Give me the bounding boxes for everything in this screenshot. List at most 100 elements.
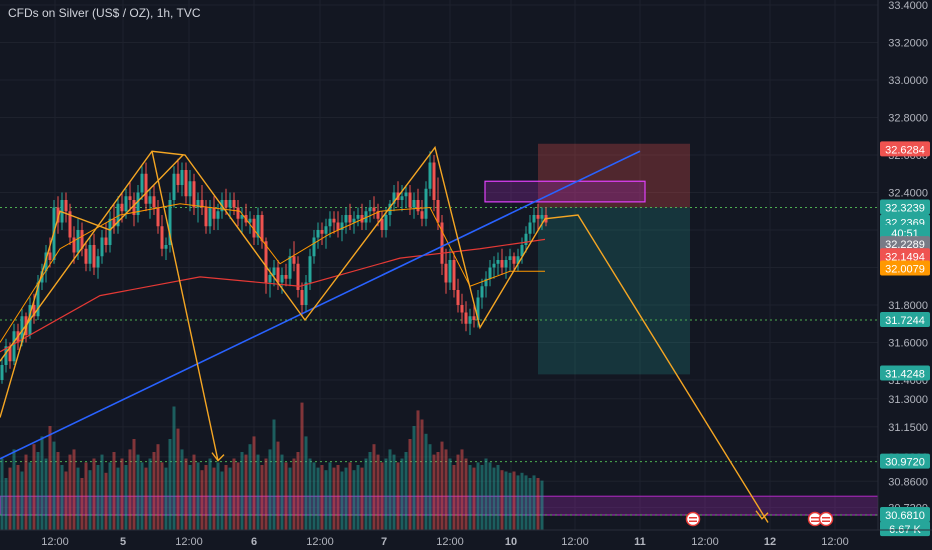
volume-bar bbox=[296, 452, 300, 530]
volume-bar bbox=[16, 465, 20, 530]
time-tick-label: 12:00 bbox=[821, 536, 849, 548]
candle-body bbox=[200, 200, 204, 208]
volume-bar bbox=[108, 462, 112, 530]
volume-bar bbox=[56, 452, 60, 530]
candle-body bbox=[372, 207, 376, 212]
price-label-bg bbox=[880, 453, 930, 469]
candle-body bbox=[128, 196, 132, 200]
volume-bar bbox=[304, 436, 308, 530]
candle-body bbox=[412, 200, 416, 208]
volume-bar bbox=[72, 449, 76, 530]
volume-bar bbox=[476, 462, 480, 530]
candle-body bbox=[292, 256, 296, 264]
volume-bar bbox=[408, 439, 412, 530]
take-profit-zone bbox=[538, 207, 690, 375]
candle-body bbox=[152, 196, 156, 208]
candle-body bbox=[508, 256, 512, 260]
volume-bar bbox=[200, 470, 204, 530]
candle-body bbox=[432, 162, 436, 200]
price-label-bg bbox=[880, 521, 930, 537]
candle-body bbox=[492, 263, 496, 268]
candle-body bbox=[56, 207, 60, 223]
volume-bar bbox=[496, 465, 500, 530]
price-label: 31.4248 bbox=[885, 368, 925, 380]
price-label: 32.2289 bbox=[885, 239, 925, 251]
candle-body bbox=[240, 215, 244, 219]
candle-body bbox=[132, 200, 136, 215]
volume-bar bbox=[164, 467, 168, 530]
candle-body bbox=[80, 230, 84, 249]
time-tick-label: 5 bbox=[120, 536, 126, 548]
volume-bar bbox=[332, 467, 336, 530]
moving-averages bbox=[0, 203, 546, 353]
volume-bar bbox=[24, 454, 28, 530]
volume-bar bbox=[404, 452, 408, 530]
volume-bar bbox=[352, 470, 356, 530]
volume-bar bbox=[448, 458, 452, 530]
candle-body bbox=[320, 230, 324, 234]
volume-bar bbox=[344, 467, 348, 530]
price-label-bg bbox=[880, 312, 930, 327]
volume-bar bbox=[152, 452, 156, 530]
price-tick-label: 31.6000 bbox=[888, 338, 928, 350]
volume-bar bbox=[160, 462, 164, 530]
volume-bar bbox=[532, 475, 536, 530]
candle-body bbox=[108, 218, 112, 245]
volume-bar bbox=[368, 452, 372, 530]
candle-body bbox=[380, 218, 384, 230]
pattern-path bbox=[0, 145, 769, 523]
time-tick-label: 7 bbox=[381, 536, 387, 548]
time-tick-label: 12:00 bbox=[306, 536, 334, 548]
time-tick-label: 12:00 bbox=[691, 536, 719, 548]
volume-bar bbox=[292, 458, 296, 530]
candle-body bbox=[144, 173, 148, 204]
price-label: 32.1494 bbox=[885, 251, 925, 263]
price-tick-label: 31.3000 bbox=[888, 394, 928, 406]
volume-bar bbox=[272, 419, 276, 530]
pattern-leg bbox=[0, 154, 184, 418]
us-flag-icon bbox=[818, 511, 834, 527]
resistance-box bbox=[484, 180, 646, 203]
volume-bar bbox=[188, 465, 192, 530]
volume-bar bbox=[48, 426, 52, 530]
volume-bar bbox=[316, 467, 320, 530]
candle-body bbox=[84, 248, 88, 264]
volume-bar bbox=[416, 410, 420, 530]
volume-bar bbox=[184, 458, 188, 530]
candle-body bbox=[324, 226, 328, 234]
volume-bar bbox=[300, 402, 304, 530]
candle-body bbox=[468, 316, 472, 324]
candle-body bbox=[336, 222, 340, 230]
volume-bar bbox=[452, 465, 456, 530]
candle-body bbox=[364, 211, 368, 223]
candle-body bbox=[140, 173, 144, 193]
chart-grid bbox=[0, 0, 878, 530]
candle-body bbox=[368, 207, 372, 212]
candle-body bbox=[92, 245, 96, 268]
price-label-bg bbox=[880, 507, 930, 522]
volume-bar bbox=[424, 433, 428, 530]
candle-body bbox=[48, 252, 52, 260]
price-tick-label: 30.8600 bbox=[888, 476, 928, 488]
volume-bars bbox=[0, 402, 544, 530]
pattern-leg bbox=[151, 151, 219, 461]
candle-body bbox=[284, 275, 288, 279]
candle-body bbox=[268, 275, 272, 283]
candle-body bbox=[124, 196, 128, 212]
volume-bar bbox=[8, 467, 12, 530]
candle-body bbox=[188, 181, 192, 197]
volume-bar bbox=[212, 467, 216, 530]
volume-bar bbox=[400, 458, 404, 530]
candle-body bbox=[228, 200, 232, 208]
price-label: 32.6284 bbox=[885, 144, 925, 156]
volume-bar bbox=[504, 471, 508, 530]
volume-bar bbox=[288, 467, 292, 530]
volume-bar bbox=[240, 452, 244, 530]
price-label-bg bbox=[880, 199, 930, 215]
candle-body bbox=[120, 203, 124, 212]
candle-body bbox=[504, 260, 508, 268]
price-label-bg bbox=[880, 260, 930, 276]
arrowhead bbox=[755, 510, 769, 520]
volume-bar bbox=[460, 449, 464, 530]
